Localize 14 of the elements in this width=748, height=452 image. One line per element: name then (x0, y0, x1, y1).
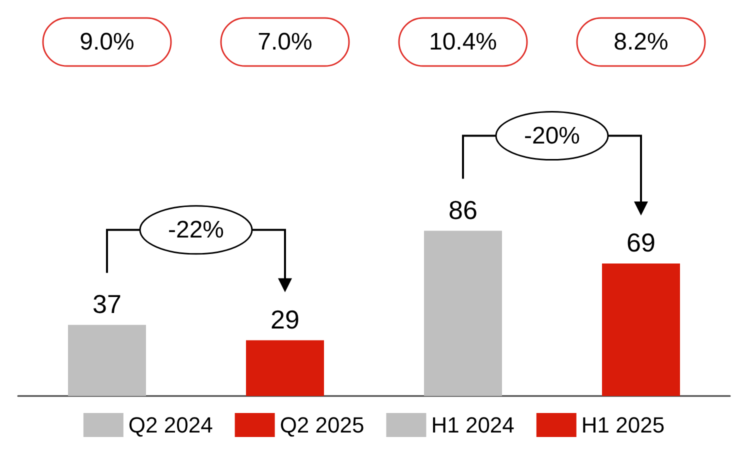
data-label: 29 (270, 304, 300, 334)
text: 7.0% (258, 28, 312, 56)
legend-label: H1 2025 (581, 412, 665, 438)
data-label: 37 (92, 288, 122, 319)
text: -20% (524, 122, 580, 150)
data-label: 86 (448, 194, 478, 225)
text: 9.0% (80, 28, 134, 56)
text: 8.2% (614, 28, 668, 56)
data-label: 69 (626, 227, 656, 258)
legend-label: Q2 2025 (280, 412, 364, 438)
legend-label: H1 2024 (431, 412, 514, 438)
legend-label: Q2 2024 (128, 412, 213, 438)
text: 10.4% (428, 28, 498, 56)
annotation: -22% (168, 216, 224, 244)
